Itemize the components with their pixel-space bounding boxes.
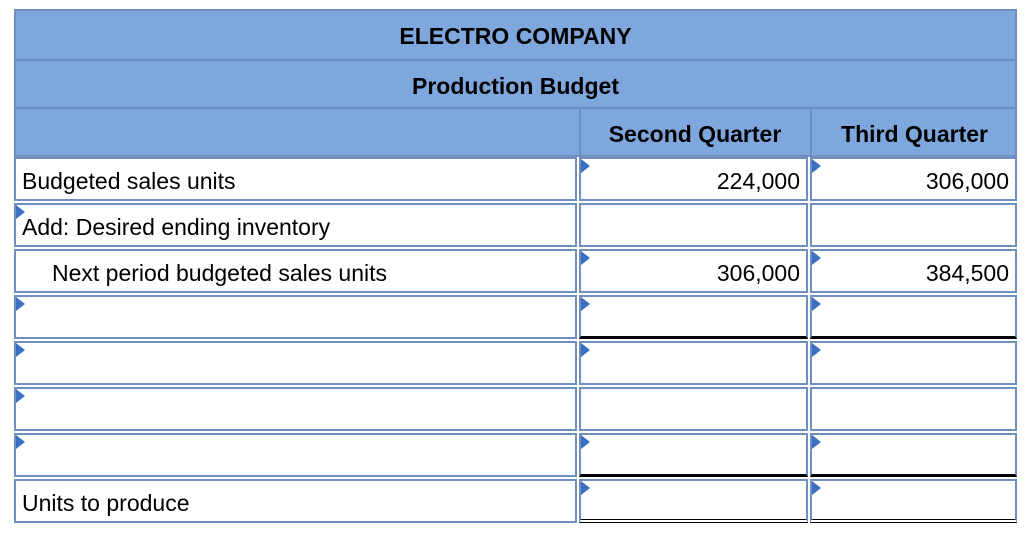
row-label-cell: Budgeted sales units: [14, 157, 577, 201]
second-quarter-cell[interactable]: [579, 203, 808, 247]
table-row: Units to produce: [14, 479, 1017, 525]
second-quarter-cell[interactable]: [579, 387, 808, 431]
input-marker-icon: [581, 251, 590, 265]
third-quarter-cell[interactable]: [810, 479, 1017, 523]
third-quarter-input[interactable]: [814, 437, 1013, 472]
production-budget-sheet: ELECTRO COMPANY Production Budget Second…: [14, 9, 1017, 525]
row-label-cell: Units to produce: [14, 479, 577, 523]
second-quarter-cell[interactable]: 224,000: [579, 157, 808, 201]
second-quarter-input[interactable]: [583, 437, 804, 472]
third-quarter-cell[interactable]: 384,500: [810, 249, 1017, 293]
input-marker-icon: [581, 159, 590, 173]
budget-title-header: Production Budget: [14, 61, 1017, 109]
row-label: Units to produce: [22, 490, 190, 516]
third-quarter-cell[interactable]: [810, 203, 1017, 247]
table-row: [14, 341, 1017, 387]
third-quarter-input[interactable]: [814, 299, 1013, 334]
column-header-third-quarter: Third Quarter: [841, 121, 988, 147]
column-header-row: Second Quarter Third Quarter: [14, 109, 1017, 157]
third-quarter-cell[interactable]: [810, 341, 1017, 385]
company-header: ELECTRO COMPANY: [14, 9, 1017, 61]
row-label-cell[interactable]: [14, 341, 577, 385]
row-label-input[interactable]: [18, 345, 573, 381]
input-marker-icon: [812, 251, 821, 265]
column-header-second-quarter: Second Quarter: [608, 121, 782, 147]
row-label: Budgeted sales units: [22, 168, 236, 194]
second-quarter-value: 306,000: [716, 260, 800, 286]
company-name: ELECTRO COMPANY: [399, 23, 632, 49]
budget-title: Production Budget: [412, 73, 619, 99]
second-quarter-input[interactable]: [583, 207, 804, 243]
row-label-input[interactable]: [18, 391, 573, 427]
row-label-cell: Next period budgeted sales units: [14, 249, 577, 293]
second-quarter-cell[interactable]: [579, 479, 808, 523]
second-quarter-input[interactable]: [583, 483, 804, 517]
third-quarter-cell[interactable]: [810, 433, 1017, 477]
table-row: [14, 433, 1017, 479]
table-row: [14, 387, 1017, 433]
table-row: [14, 295, 1017, 341]
row-label-cell[interactable]: [14, 295, 577, 339]
second-quarter-input[interactable]: [583, 345, 804, 381]
column-divider: [579, 109, 581, 155]
row-label-input[interactable]: [18, 437, 573, 473]
row-label: Add: Desired ending inventory: [22, 214, 331, 240]
row-label-cell: Add: Desired ending inventory: [14, 203, 577, 247]
second-quarter-input[interactable]: [583, 391, 804, 427]
row-label: Next period budgeted sales units: [52, 260, 387, 286]
third-quarter-input[interactable]: [814, 391, 1013, 427]
row-label-cell[interactable]: [14, 433, 577, 477]
row-label-input[interactable]: [18, 299, 573, 335]
third-quarter-cell[interactable]: [810, 295, 1017, 339]
table-row: Next period budgeted sales units 306,000…: [14, 249, 1017, 295]
second-quarter-input[interactable]: [583, 299, 804, 334]
second-quarter-cell[interactable]: [579, 295, 808, 339]
third-quarter-input[interactable]: [814, 345, 1013, 381]
input-marker-icon: [16, 205, 25, 219]
second-quarter-cell[interactable]: [579, 341, 808, 385]
third-quarter-input[interactable]: [814, 483, 1013, 517]
second-quarter-cell[interactable]: [579, 433, 808, 477]
row-label-cell[interactable]: [14, 387, 577, 431]
third-quarter-cell[interactable]: [810, 387, 1017, 431]
input-marker-icon: [812, 159, 821, 173]
third-quarter-value: 384,500: [925, 260, 1009, 286]
table-row: Budgeted sales units 224,000 306,000: [14, 157, 1017, 203]
third-quarter-value: 306,000: [925, 168, 1009, 194]
second-quarter-value: 224,000: [716, 168, 800, 194]
third-quarter-cell[interactable]: 306,000: [810, 157, 1017, 201]
table-row: Add: Desired ending inventory: [14, 203, 1017, 249]
second-quarter-cell[interactable]: 306,000: [579, 249, 808, 293]
column-divider: [810, 109, 812, 155]
third-quarter-input[interactable]: [814, 207, 1013, 243]
